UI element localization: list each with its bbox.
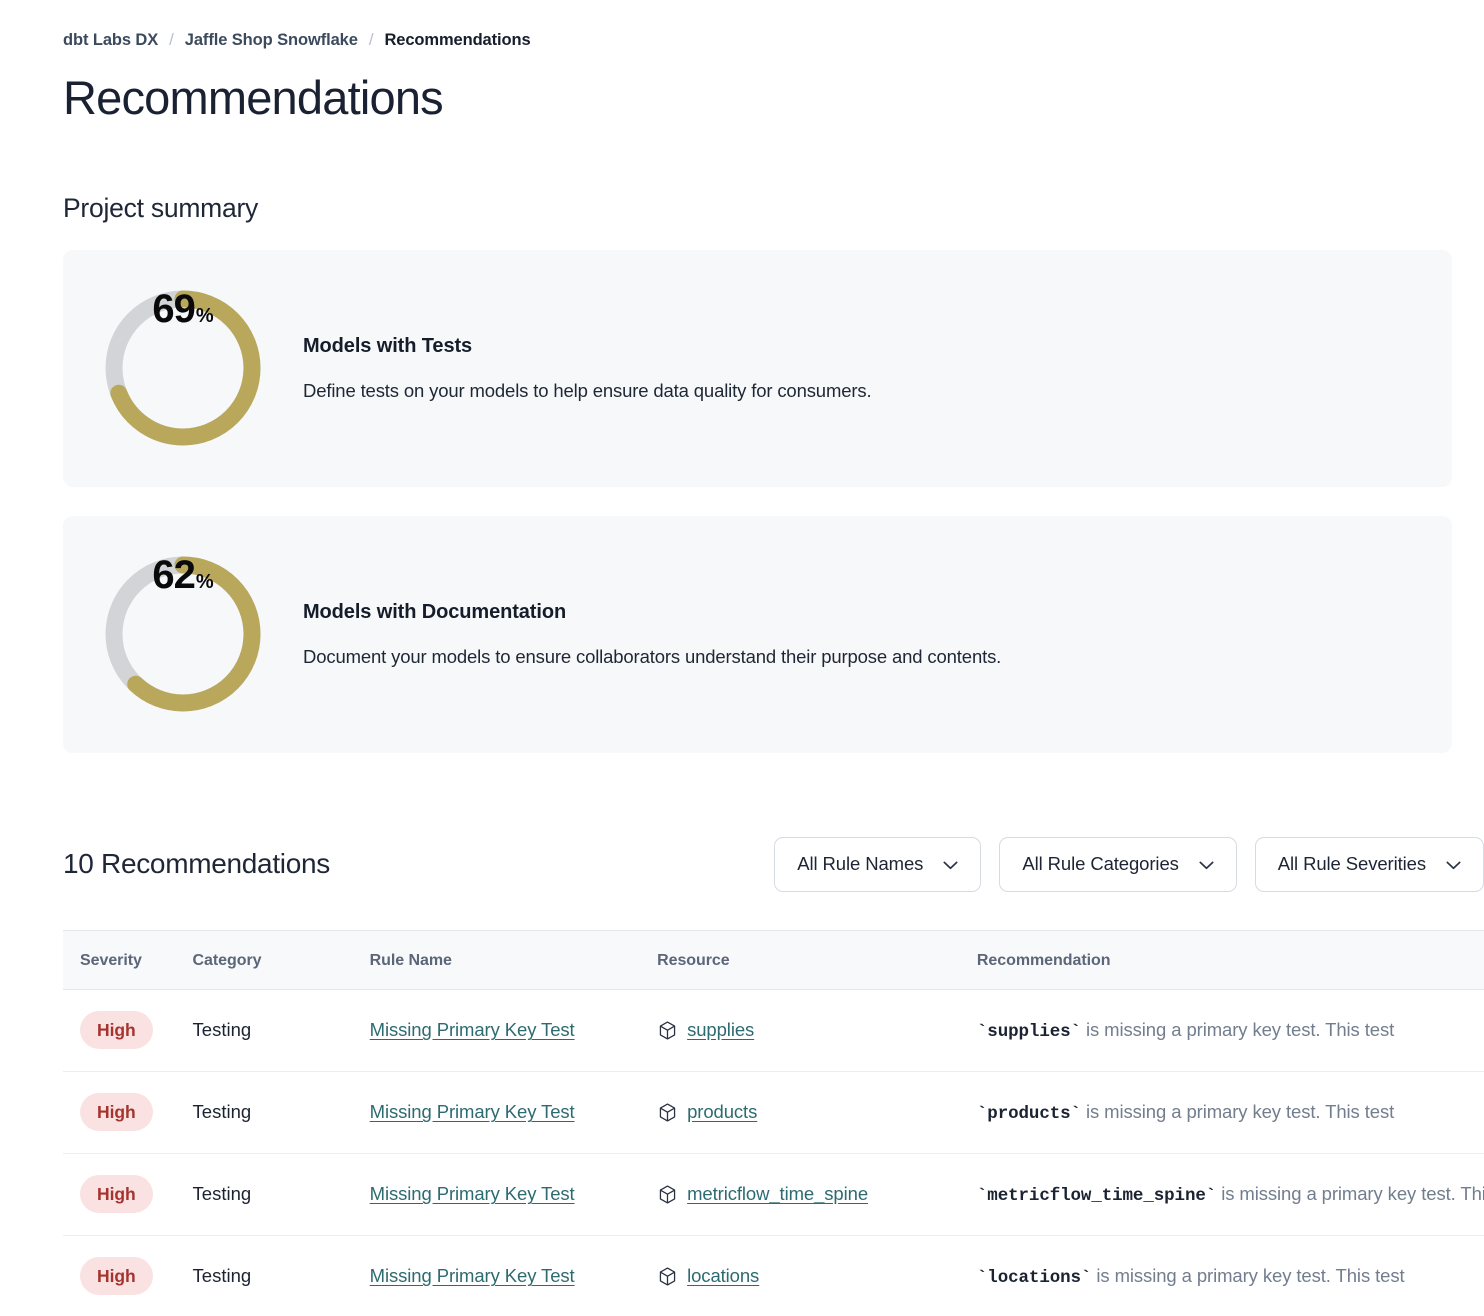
status-badge: High bbox=[80, 1257, 153, 1296]
filter-rule-categories-label: All Rule Categories bbox=[1022, 853, 1179, 875]
cell-severity: High bbox=[63, 989, 193, 1072]
recommendations-table-container: Severity Category Rule Name Resource Rec… bbox=[63, 929, 1484, 1316]
donut-percent-symbol: % bbox=[195, 571, 214, 594]
cell-rule-name: Missing Primary Key Test bbox=[369, 1235, 658, 1316]
table-header-row: Severity Category Rule Name Resource Rec… bbox=[63, 929, 1484, 990]
cell-recommendation: `supplies` is missing a primary key test… bbox=[976, 989, 1484, 1072]
resource-link[interactable]: locations bbox=[687, 1265, 760, 1287]
resource-link[interactable]: supplies bbox=[687, 1019, 755, 1041]
filter-rule-severities-label: All Rule Severities bbox=[1277, 853, 1426, 875]
cell-category: Testing bbox=[192, 1235, 370, 1316]
cell-recommendation: `products` is missing a primary key test… bbox=[976, 1071, 1484, 1154]
status-badge: High bbox=[80, 1093, 153, 1132]
filter-rule-names-label: All Rule Names bbox=[797, 853, 924, 875]
table-header: Severity Category Rule Name Resource Rec… bbox=[63, 929, 1484, 990]
summary-card-title-tests: Models with Tests bbox=[303, 334, 473, 357]
page-title: Recommendations bbox=[63, 71, 444, 124]
cube-icon bbox=[657, 1266, 678, 1287]
donut-progress-icon bbox=[105, 290, 261, 446]
filter-group: All Rule Names All Rule Categories All R… bbox=[774, 836, 1484, 892]
cell-category: Testing bbox=[192, 989, 370, 1072]
cell-category: Testing bbox=[192, 1071, 370, 1154]
summary-card-description-documentation: Document your models to ensure collabora… bbox=[303, 645, 1002, 667]
recommendation-code: `products` bbox=[976, 1103, 1081, 1124]
breadcrumb-item-current: Recommendations bbox=[384, 30, 531, 49]
recommendations-toolbar: 10 Recommendations All Rule Names All Ru… bbox=[63, 836, 1484, 892]
summary-card-title-documentation: Models with Documentation bbox=[303, 600, 567, 623]
resource-link[interactable]: products bbox=[687, 1101, 758, 1123]
cube-icon bbox=[657, 1020, 678, 1041]
summary-card-models-with-tests: 69 % Models with Tests Define tests on y… bbox=[63, 249, 1452, 487]
table-row[interactable]: High Testing Missing Primary Key Test metri… bbox=[63, 1153, 1484, 1236]
status-badge: High bbox=[80, 1175, 153, 1214]
table-row[interactable]: High Testing Missing Primary Key Test locat… bbox=[63, 1235, 1484, 1316]
filter-rule-names[interactable]: All Rule Names bbox=[774, 836, 982, 892]
table-body: High Testing Missing Primary Key Test suppl… bbox=[63, 989, 1484, 1316]
cell-severity: High bbox=[63, 1235, 193, 1316]
recommendations-table: Severity Category Rule Name Resource Rec… bbox=[63, 929, 1484, 1316]
donut-progress-icon bbox=[105, 556, 261, 712]
resource-link[interactable]: metricflow_time_spine bbox=[687, 1183, 869, 1205]
recommendation-code: `metricflow_time_spine` bbox=[976, 1185, 1217, 1206]
chevron-down-icon bbox=[1199, 853, 1214, 875]
project-summary-heading: Project summary bbox=[63, 192, 259, 223]
cell-severity: High bbox=[63, 1153, 193, 1236]
donut-value-tests: 69 bbox=[152, 287, 195, 332]
cube-icon bbox=[657, 1102, 678, 1123]
cell-severity: High bbox=[63, 1071, 193, 1154]
breadcrumb-separator: / bbox=[368, 30, 374, 49]
column-header-resource: Resource bbox=[657, 929, 977, 990]
recommendation-code: `locations` bbox=[976, 1267, 1092, 1288]
recommendations-count: 10 Recommendations bbox=[63, 848, 330, 880]
summary-card-description-tests: Define tests on your models to help ensu… bbox=[303, 379, 872, 401]
column-header-rule-name: Rule Name bbox=[369, 929, 658, 990]
breadcrumb-separator: / bbox=[169, 30, 174, 49]
rule-name-link[interactable]: Missing Primary Key Test bbox=[369, 1183, 575, 1205]
cell-rule-name: Missing Primary Key Test bbox=[369, 1153, 658, 1236]
breadcrumb-item-project[interactable]: Jaffle Shop Snowflake bbox=[184, 30, 358, 49]
chevron-down-icon bbox=[943, 853, 958, 875]
chevron-down-icon bbox=[1446, 853, 1461, 875]
cell-rule-name: Missing Primary Key Test bbox=[369, 989, 658, 1072]
cell-resource: products bbox=[657, 1071, 977, 1154]
column-header-severity: Severity bbox=[63, 929, 193, 990]
rule-name-link[interactable]: Missing Primary Key Test bbox=[369, 1019, 575, 1041]
summary-card-models-with-documentation: 62 % Models with Documentation Document … bbox=[63, 515, 1452, 753]
donut-chart-tests: 69 % bbox=[63, 285, 303, 451]
cell-resource: supplies bbox=[657, 989, 977, 1072]
cell-recommendation: `metricflow_time_spine` is missing a pri… bbox=[976, 1153, 1484, 1236]
status-badge: High bbox=[80, 1011, 153, 1050]
cell-category: Testing bbox=[192, 1153, 370, 1236]
donut-value-documentation: 62 bbox=[152, 553, 195, 598]
table-row[interactable]: High Testing Missing Primary Key Test suppl… bbox=[63, 989, 1484, 1072]
donut-chart-documentation: 62 % bbox=[63, 551, 303, 717]
cell-rule-name: Missing Primary Key Test bbox=[369, 1071, 658, 1154]
breadcrumb: dbt Labs DX / Jaffle Shop Snowflake / Re… bbox=[63, 0, 1484, 50]
rule-name-link[interactable]: Missing Primary Key Test bbox=[369, 1101, 575, 1123]
cell-recommendation: `locations` is missing a primary key tes… bbox=[976, 1235, 1484, 1316]
cube-icon bbox=[657, 1184, 678, 1205]
column-header-category: Category bbox=[192, 929, 370, 990]
donut-percent-symbol: % bbox=[195, 305, 214, 328]
column-header-recommendation: Recommendation bbox=[976, 929, 1484, 990]
filter-rule-categories[interactable]: All Rule Categories bbox=[999, 836, 1237, 892]
table-row[interactable]: High Testing Missing Primary Key Test produ… bbox=[63, 1071, 1484, 1154]
cell-resource: locations bbox=[657, 1235, 977, 1316]
cell-resource: metricflow_time_spine bbox=[657, 1153, 977, 1236]
recommendation-code: `supplies` bbox=[976, 1021, 1081, 1042]
filter-rule-severities[interactable]: All Rule Severities bbox=[1254, 836, 1484, 892]
rule-name-link[interactable]: Missing Primary Key Test bbox=[369, 1265, 575, 1287]
breadcrumb-item-org[interactable]: dbt Labs DX bbox=[63, 30, 159, 49]
